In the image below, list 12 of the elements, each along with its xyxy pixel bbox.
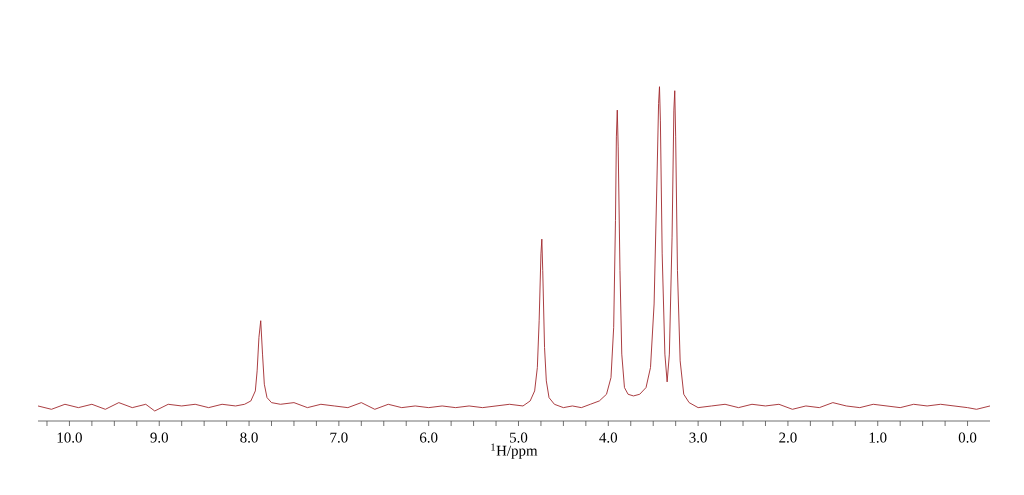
x-tick-label: 10.0 <box>57 432 82 443</box>
x-tick-label: 0.0 <box>958 432 977 443</box>
x-tick-label: 3.0 <box>689 432 707 443</box>
x-tick-label: 6.0 <box>419 432 438 443</box>
x-tick-label: 5.0 <box>510 432 528 443</box>
x-tick-label: 7.0 <box>330 432 348 443</box>
x-tick-label: 1.0 <box>869 432 887 443</box>
x-axis-title: $^{1}$H/ppm <box>491 443 538 459</box>
x-tick-label: 9.0 <box>150 432 169 443</box>
x-tick-label: 2.0 <box>779 432 797 443</box>
x-tick-label: 8.0 <box>240 432 258 443</box>
x-tick-label: 4.0 <box>599 432 618 443</box>
